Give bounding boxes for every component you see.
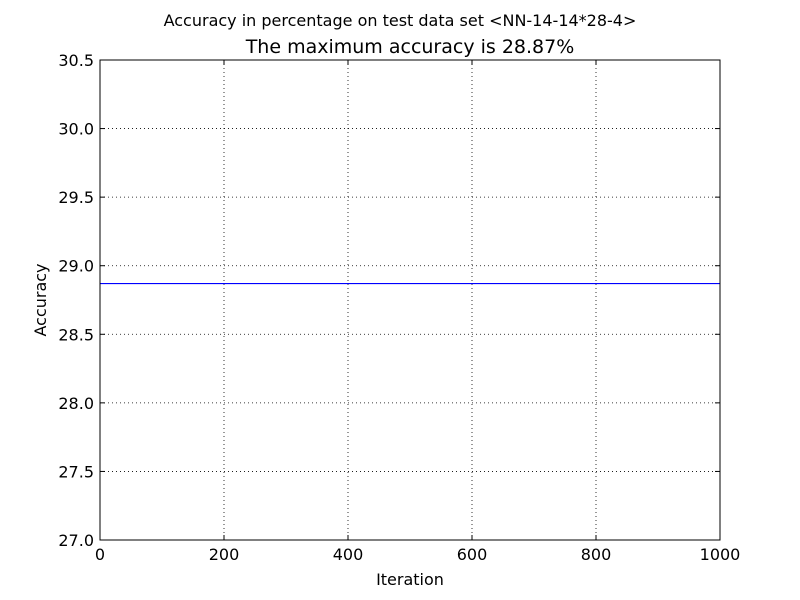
y-axis-label: Accuracy bbox=[31, 263, 50, 336]
chart-title: The maximum accuracy is 28.87% bbox=[245, 36, 575, 58]
x-axis-label: Iteration bbox=[376, 570, 444, 589]
grid-lines bbox=[99, 59, 721, 541]
chart-suptitle: Accuracy in percentage on test data set … bbox=[164, 11, 637, 30]
y-tick-label: 30.5 bbox=[58, 51, 94, 70]
y-tick-label: 29.5 bbox=[58, 188, 94, 207]
x-tick-label: 400 bbox=[333, 545, 364, 564]
x-tick-label: 200 bbox=[209, 545, 240, 564]
plot-area-frame bbox=[99, 59, 721, 541]
axis-ticks: 0 200 400 600 800 1000 27.0 27.5 28.0 28.5 29.0 29.… bbox=[58, 51, 740, 564]
y-tick-label: 28.0 bbox=[58, 394, 94, 413]
x-tick-label: 1000 bbox=[700, 545, 741, 564]
y-tick-label: 29.0 bbox=[58, 257, 94, 276]
x-tick-label: 800 bbox=[581, 545, 612, 564]
x-tick-label: 600 bbox=[457, 545, 488, 564]
x-tick-label: 0 bbox=[95, 545, 105, 564]
y-tick-label: 27.0 bbox=[58, 531, 94, 550]
y-tick-label: 30.0 bbox=[58, 120, 94, 139]
y-tick-label: 28.5 bbox=[58, 325, 94, 344]
y-tick-label: 27.5 bbox=[58, 462, 94, 481]
